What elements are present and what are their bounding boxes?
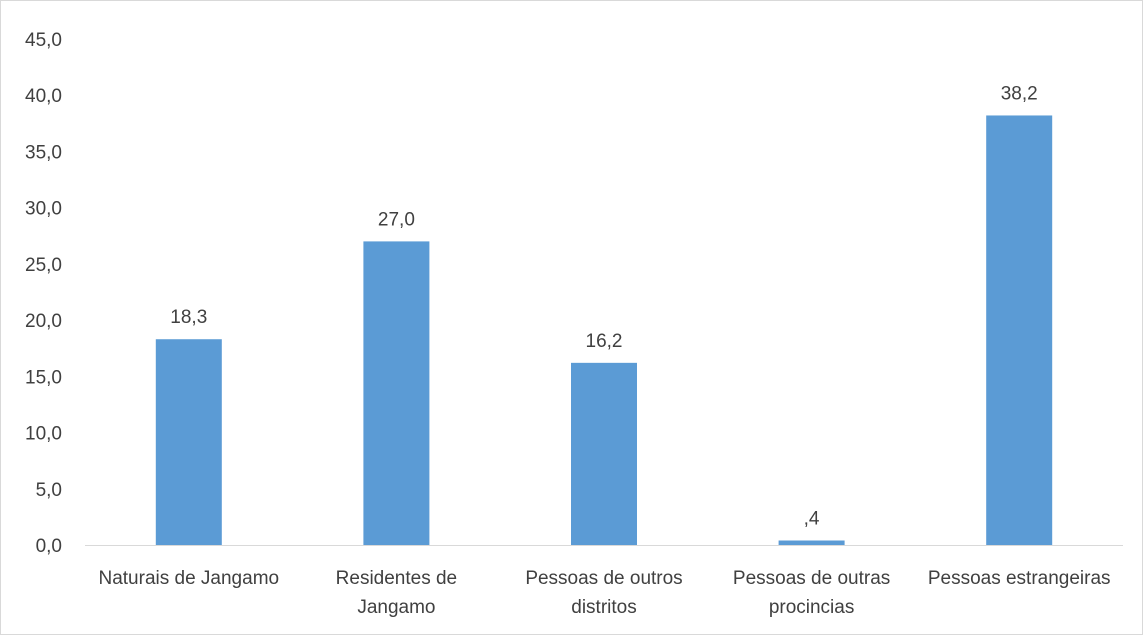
y-tick-label: 45,0 (25, 30, 62, 51)
data-label: 18,3 (170, 307, 207, 328)
data-label: ,4 (804, 509, 820, 530)
bar (986, 115, 1053, 545)
y-tick-label: 30,0 (25, 199, 62, 220)
x-category-label: Pessoas estrangeiras (928, 568, 1111, 589)
bar (155, 339, 222, 545)
x-category-label: Naturais de Jangamo (98, 568, 279, 589)
x-category-label: Pessoas de outras procincias (733, 568, 890, 618)
bar (363, 241, 430, 545)
data-label: 27,0 (378, 209, 415, 230)
bar (778, 540, 845, 545)
y-tick-label: 0,0 (36, 536, 62, 557)
y-tick-label: 35,0 (25, 142, 62, 163)
y-tick-label: 10,0 (25, 424, 62, 445)
data-label: 38,2 (1001, 83, 1038, 104)
x-category-label: Residentes de Jangamo (336, 568, 457, 618)
y-tick-label: 40,0 (25, 86, 62, 107)
bar (571, 362, 637, 545)
y-axis-ticks: 0,0 5,0 10,0 15,0 20,0 25,0 30,0 35,0 40,0 45,0 (25, 30, 62, 557)
category-labels: Naturais de Jangamo Residentes de Jangamo P… (98, 568, 1110, 618)
data-labels: 18,3 27,0 16,2 ,4 38,2 (170, 83, 1037, 529)
bar-series (155, 115, 1053, 545)
x-category-label: Pessoas de outros distritos (525, 568, 682, 618)
y-tick-label: 5,0 (36, 480, 62, 501)
y-tick-label: 20,0 (25, 311, 62, 332)
data-label: 16,2 (586, 331, 623, 352)
y-tick-label: 15,0 (25, 367, 62, 388)
y-tick-label: 25,0 (25, 255, 62, 276)
